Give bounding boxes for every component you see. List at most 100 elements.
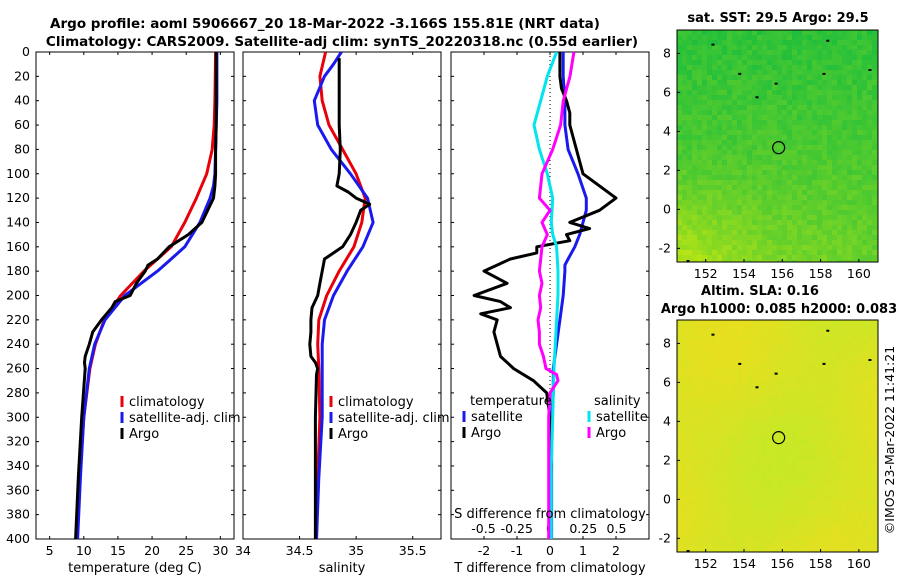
map-cell [772, 225, 777, 230]
map-cell [817, 130, 822, 135]
map-cell [697, 105, 702, 110]
map-cell [802, 185, 807, 190]
map-cell [737, 50, 742, 55]
map-cell [767, 500, 772, 505]
map-cell [742, 340, 747, 345]
coastline-dot [711, 333, 715, 336]
map-cell [692, 450, 697, 455]
map-cell [707, 470, 712, 475]
map-cell [742, 140, 747, 145]
map-cell [827, 190, 832, 195]
map-cell [867, 125, 872, 130]
map-cell [847, 235, 852, 240]
map-cell [677, 65, 682, 70]
map-cell [762, 440, 767, 445]
map-cell [837, 145, 842, 150]
map-cell [832, 345, 837, 350]
map-cell [812, 375, 817, 380]
map-cell [717, 480, 722, 485]
map-cell [822, 415, 827, 420]
map-cell [782, 370, 787, 375]
map-cell [837, 370, 842, 375]
map-cell [862, 355, 867, 360]
map-cell [822, 255, 827, 260]
map-cell [787, 135, 792, 140]
map-cell [817, 185, 822, 190]
map-cell [717, 105, 722, 110]
map-cell [822, 405, 827, 410]
map-cell [832, 420, 837, 425]
map-cell [702, 65, 707, 70]
map-cell [802, 445, 807, 450]
map-x-tick-label: 154 [732, 556, 756, 571]
map-cell [787, 380, 792, 385]
map-cell [867, 515, 872, 520]
map-cell [832, 90, 837, 95]
map-cell [782, 445, 787, 450]
map-cell [717, 365, 722, 370]
map-cell [707, 445, 712, 450]
map-cell [682, 175, 687, 180]
map-cell [842, 415, 847, 420]
map-cell [852, 540, 857, 545]
map-cell [697, 130, 702, 135]
map-cell [867, 405, 872, 410]
map-cell [677, 455, 682, 460]
map-cell [697, 340, 702, 345]
map-cell [847, 95, 852, 100]
map-cell [722, 40, 727, 45]
map-cell [752, 95, 757, 100]
map-cell [857, 495, 862, 500]
map-cell [692, 375, 697, 380]
map-cell [852, 170, 857, 175]
map-cell [687, 50, 692, 55]
map-cell [862, 340, 867, 345]
map-cell [842, 135, 847, 140]
map-cell [827, 400, 832, 405]
map-cell [747, 445, 752, 450]
map-cell [737, 135, 742, 140]
map-cell [762, 370, 767, 375]
map-cell [787, 195, 792, 200]
map-cell [757, 445, 762, 450]
map-cell [697, 165, 702, 170]
map-cell [707, 465, 712, 470]
map-cell [787, 480, 792, 485]
difference-legend: temperature satellite Argo salinity sate… [462, 394, 648, 441]
map-cell [817, 175, 822, 180]
salinity-lines [308, 52, 375, 539]
map-cell [802, 240, 807, 245]
map-cell [867, 150, 872, 155]
map-cell [707, 110, 712, 115]
map-cell [722, 385, 727, 390]
map-cell [727, 90, 732, 95]
map-cell [872, 180, 877, 185]
map-cell [722, 100, 727, 105]
map-cell [797, 435, 802, 440]
map-cell [742, 45, 747, 50]
map-cell [702, 210, 707, 215]
map-cell [767, 505, 772, 510]
map-cell [702, 125, 707, 130]
map-cell [722, 155, 727, 160]
map-cell [837, 530, 842, 535]
map-cell [867, 250, 872, 255]
map-cell [807, 380, 812, 385]
map-cell [857, 330, 862, 335]
map-cell [812, 175, 817, 180]
map-cell [867, 155, 872, 160]
map-cell [797, 390, 802, 395]
map-cell [707, 460, 712, 465]
map-cell [752, 160, 757, 165]
map-cell [852, 455, 857, 460]
map-cell [747, 225, 752, 230]
map-cell [722, 480, 727, 485]
map-cell [777, 345, 782, 350]
map-cell [772, 475, 777, 480]
map-cell [807, 185, 812, 190]
map-cell [847, 80, 852, 85]
map-cell [867, 195, 872, 200]
map-cell [712, 215, 717, 220]
map-cell [687, 65, 692, 70]
map-cell [702, 495, 707, 500]
